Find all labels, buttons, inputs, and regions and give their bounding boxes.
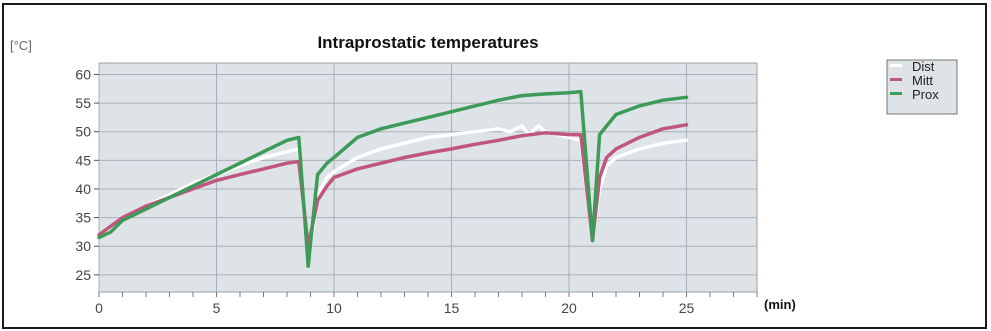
legend-box: [886, 59, 958, 115]
y-tick-label: 35: [75, 210, 91, 226]
legend: Dist Mitt Prox: [886, 59, 958, 115]
series-line-mitt: [97, 123, 689, 248]
legend-label-mitt: Mitt: [912, 73, 933, 88]
series-lines: [97, 89, 689, 268]
chart-title: Intraprostatic temperatures: [317, 33, 538, 52]
x-axis-unit-label: (min): [764, 297, 796, 312]
y-tick-label: 30: [75, 238, 91, 254]
legend-swatch-prox: [890, 92, 902, 95]
legend-label-prox: Prox: [912, 87, 939, 102]
x-tick-label: 20: [561, 300, 577, 316]
x-tick-label: 0: [95, 300, 103, 316]
y-axis-unit-label: [°C]: [10, 38, 32, 53]
x-tick-label: 25: [679, 300, 695, 316]
x-tick-label: 5: [213, 300, 221, 316]
x-tick-label: 15: [444, 300, 460, 316]
x-tick-label: 10: [326, 300, 342, 316]
legend-swatch-mitt: [890, 78, 902, 81]
y-tick-label: 25: [75, 267, 91, 283]
y-tick-label: 40: [75, 181, 91, 197]
y-tick-label: 50: [75, 124, 91, 140]
y-tick-label: 60: [75, 66, 91, 82]
y-tick-label: 55: [75, 95, 91, 111]
x-axis-ticks: 0 5 10 15 20 25: [95, 292, 758, 316]
legend-swatch-dist: [890, 64, 902, 67]
legend-label-dist: Dist: [912, 59, 935, 74]
y-tick-label: 45: [75, 152, 91, 168]
plot-area: [98, 62, 758, 293]
series-line-prox: [97, 89, 689, 268]
y-axis-ticks: 25 30 35 40 45 50 55 60: [75, 66, 99, 283]
